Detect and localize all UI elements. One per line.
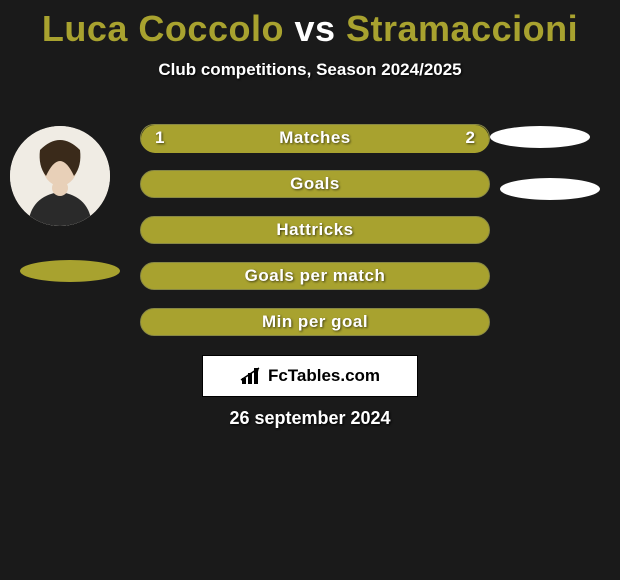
- bar-chart-icon: [240, 366, 262, 386]
- stat-bar: Goals: [140, 170, 490, 198]
- bar-value-right: 2: [466, 128, 475, 148]
- bar-label: Goals per match: [141, 266, 489, 286]
- bar-label: Hattricks: [141, 220, 489, 240]
- stat-bar: Hattricks: [140, 216, 490, 244]
- title-vs: vs: [284, 8, 346, 49]
- subtitle: Club competitions, Season 2024/2025: [0, 60, 620, 80]
- comparison-bars: Matches1 2 Goals Hattricks Goals per match Mi…: [140, 124, 490, 354]
- player1-name-pill: [20, 260, 120, 282]
- title-player2: Stramaccioni: [346, 8, 578, 49]
- avatar-placeholder-icon: [10, 126, 110, 226]
- page-title: Luca Coccolo vs Stramaccioni: [0, 0, 620, 50]
- stat-bar: Min per goal: [140, 308, 490, 336]
- brand-text: FcTables.com: [268, 366, 380, 386]
- player2-name-pill: [490, 126, 590, 148]
- player2-name-pill-2: [500, 178, 600, 200]
- comparison-infographic: Luca Coccolo vs Stramaccioni Club compet…: [0, 0, 620, 580]
- bar-value-left: 1: [155, 128, 164, 148]
- title-player1: Luca Coccolo: [42, 8, 284, 49]
- bar-label: Matches: [141, 128, 489, 148]
- stat-bar: Matches1 2: [140, 124, 490, 152]
- bar-label: Goals: [141, 174, 489, 194]
- stat-bar: Goals per match: [140, 262, 490, 290]
- brand-box: FcTables.com: [202, 355, 418, 397]
- date-text: 26 september 2024: [0, 408, 620, 429]
- player1-avatar: [10, 126, 110, 226]
- bar-label: Min per goal: [141, 312, 489, 332]
